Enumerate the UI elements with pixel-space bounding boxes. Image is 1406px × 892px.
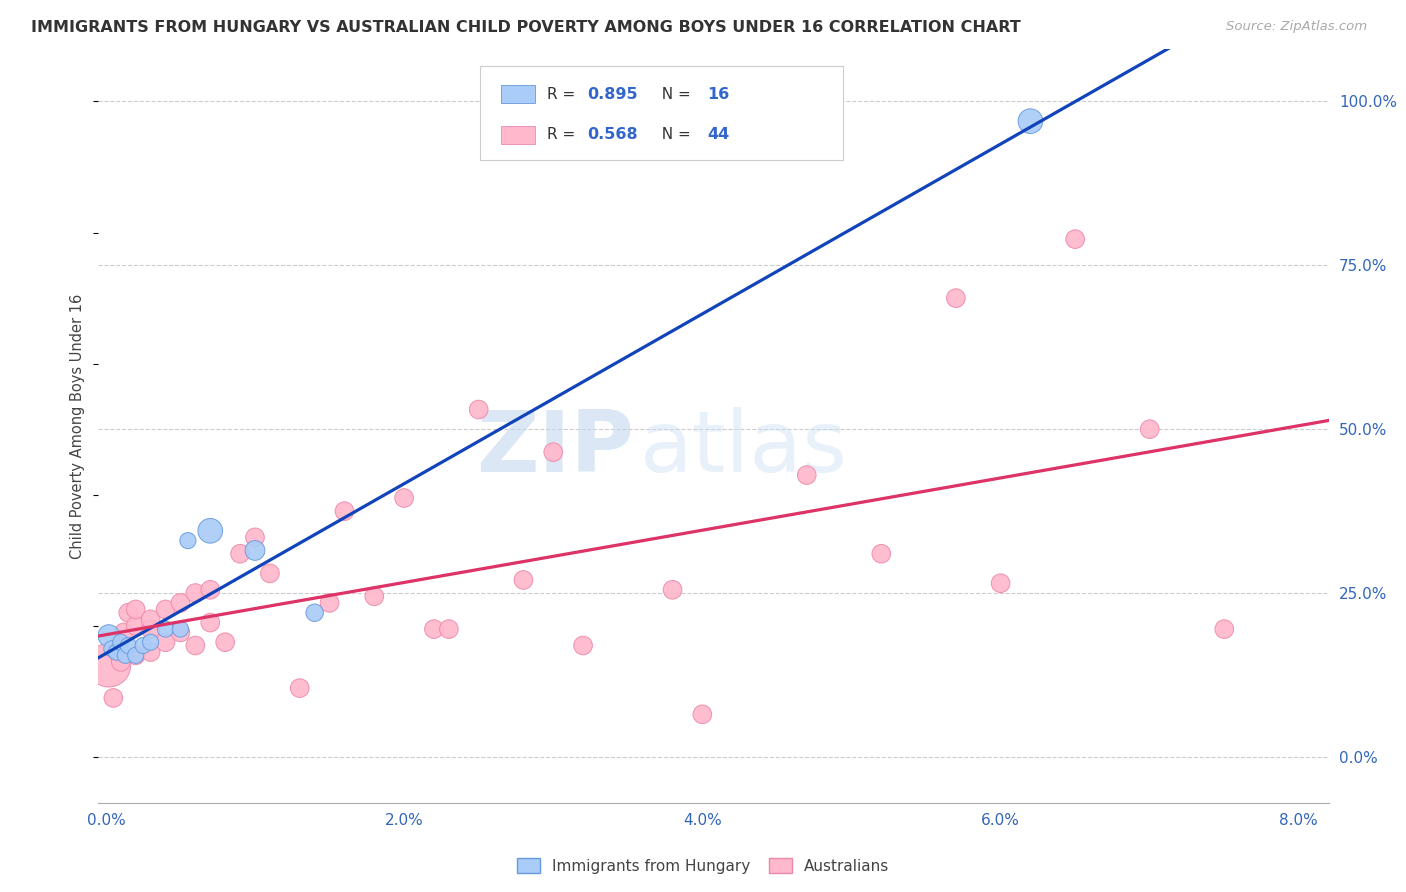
Point [101, 641, 124, 656]
Point [184, 639, 207, 653]
Point [125, 648, 148, 663]
FancyBboxPatch shape [501, 126, 536, 144]
Point [112, 625, 135, 640]
Point [661, 582, 683, 597]
Point [512, 573, 534, 587]
Legend: Immigrants from Hungary, Australians: Immigrants from Hungary, Australians [510, 852, 896, 880]
Point [125, 602, 148, 616]
Point [796, 468, 818, 483]
Point [392, 491, 415, 505]
Point [117, 606, 139, 620]
Text: IMMIGRANTS FROM HUNGARY VS AUSTRALIAN CHILD POVERTY AMONG BOYS UNDER 16 CORRELAT: IMMIGRANTS FROM HUNGARY VS AUSTRALIAN CH… [31, 20, 1021, 35]
Point [110, 635, 132, 649]
Point [155, 602, 177, 616]
Text: N =: N = [652, 87, 696, 102]
Point [304, 606, 326, 620]
Point [1019, 114, 1042, 128]
Point [259, 566, 281, 581]
Point [288, 681, 311, 695]
Point [692, 707, 714, 722]
Point [125, 619, 148, 633]
Point [139, 635, 162, 649]
Text: N =: N = [652, 128, 696, 143]
Point [169, 625, 191, 640]
Point [541, 445, 564, 459]
Point [155, 622, 177, 636]
Text: 16: 16 [707, 87, 730, 102]
Point [363, 590, 385, 604]
Point [243, 530, 266, 544]
Point [1064, 232, 1087, 246]
Point [200, 524, 222, 538]
Point [155, 635, 177, 649]
Text: 0.568: 0.568 [586, 128, 637, 143]
Text: Source: ZipAtlas.com: Source: ZipAtlas.com [1226, 20, 1367, 33]
Point [97, 629, 120, 643]
Text: ZIP: ZIP [475, 407, 634, 490]
Point [990, 576, 1012, 591]
Point [107, 645, 129, 659]
Point [169, 596, 191, 610]
Text: R =: R = [547, 87, 581, 102]
FancyBboxPatch shape [479, 66, 842, 160]
Point [97, 658, 120, 673]
Point [117, 639, 139, 653]
Point [177, 533, 200, 548]
Point [139, 645, 162, 659]
Text: atlas: atlas [640, 407, 848, 490]
Point [200, 615, 222, 630]
Point [114, 648, 136, 663]
Y-axis label: Child Poverty Among Boys Under 16: Child Poverty Among Boys Under 16 [70, 293, 86, 558]
Point [243, 543, 266, 558]
Point [125, 648, 148, 663]
Point [214, 635, 236, 649]
Point [870, 547, 893, 561]
Point [423, 622, 446, 636]
Point [437, 622, 460, 636]
Point [945, 291, 967, 305]
Point [572, 639, 595, 653]
Point [318, 596, 340, 610]
Point [103, 690, 125, 705]
Point [139, 622, 162, 636]
Text: 0.895: 0.895 [586, 87, 637, 102]
Point [110, 655, 132, 669]
Point [229, 547, 252, 561]
Text: R =: R = [547, 128, 581, 143]
Point [467, 402, 489, 417]
FancyBboxPatch shape [501, 86, 536, 103]
Point [132, 639, 155, 653]
Point [105, 645, 128, 659]
Point [169, 622, 191, 636]
Point [184, 586, 207, 600]
Point [1213, 622, 1236, 636]
Point [139, 612, 162, 626]
Point [333, 504, 356, 518]
Point [1139, 422, 1161, 436]
Point [200, 582, 222, 597]
Text: 44: 44 [707, 128, 730, 143]
